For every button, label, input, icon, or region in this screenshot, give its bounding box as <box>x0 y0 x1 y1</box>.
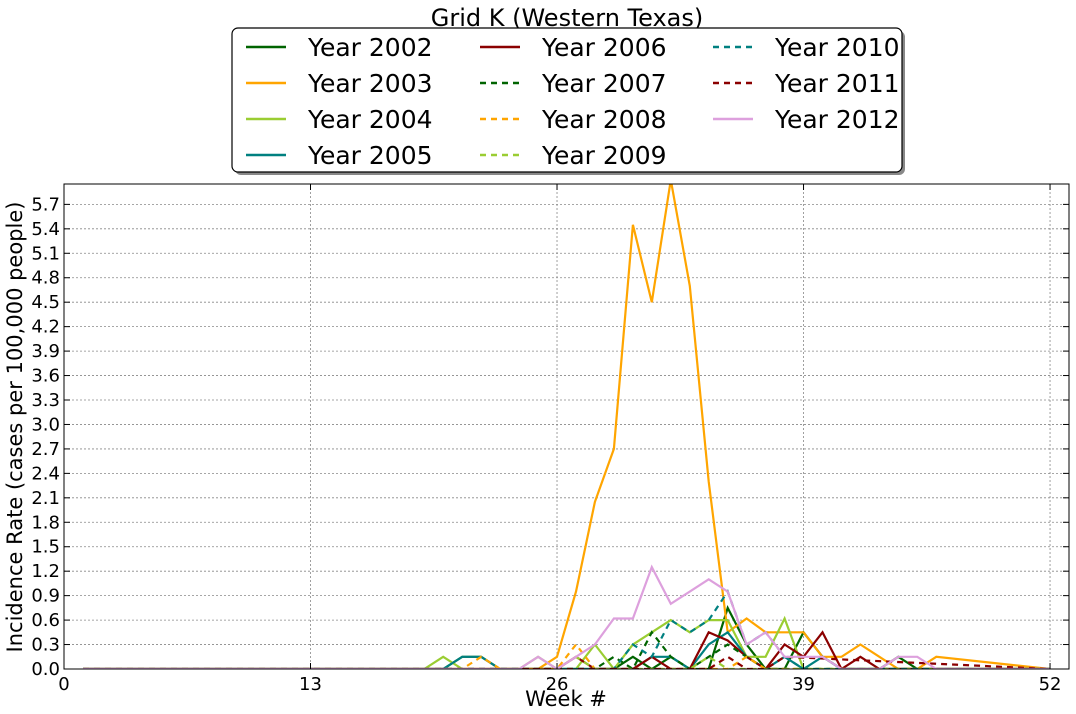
y-tick-label: 2.4 <box>31 463 60 484</box>
y-tick-label: 0.6 <box>31 610 60 631</box>
y-tick-label: 3.3 <box>31 390 60 411</box>
y-tick-label: 5.7 <box>31 194 60 215</box>
y-tick-label: 5.4 <box>31 219 60 240</box>
x-axis-label: Week # <box>525 687 607 711</box>
y-tick-label: 0.0 <box>31 659 60 680</box>
y-axis-label: Incidence Rate (cases per 100,000 people… <box>3 202 27 653</box>
y-tick-label: 1.5 <box>31 537 60 558</box>
x-axis-ticks: 0 13 26 39 52 <box>58 184 1061 695</box>
y-tick-label: 2.1 <box>31 488 60 509</box>
grid <box>63 184 1069 670</box>
y-tick-label: 0.3 <box>31 635 60 656</box>
x-tick-label: 52 <box>1039 674 1062 695</box>
legend-label: Year 2007 <box>541 69 667 98</box>
plot-border <box>63 183 1070 670</box>
y-tick-label: 4.8 <box>31 268 60 289</box>
y-tick-label: 3.0 <box>31 414 60 435</box>
y-tick-label: 2.7 <box>31 439 60 460</box>
legend-label: Year 2003 <box>307 69 433 98</box>
legend-label: Year 2002 <box>307 33 433 62</box>
y-tick-label: 4.5 <box>31 292 60 313</box>
plot-area: 0 13 26 39 52 0.0 0.3 0.6 0.9 1.2 1.5 1.8 2.1 2.4 2.7… <box>31 183 1070 695</box>
legend-box <box>231 27 903 173</box>
y-tick-label: 3.9 <box>31 341 60 362</box>
x-tick-label: 13 <box>299 674 322 695</box>
x-tick-label: 26 <box>546 674 569 695</box>
series-line-year-2012 <box>83 564 1050 669</box>
legend-label: Year 2008 <box>541 105 667 134</box>
x-tick-label: 0 <box>58 674 69 695</box>
legend-label: Year 2006 <box>541 33 667 62</box>
series-line-year-2005 <box>83 630 1050 669</box>
legend-label: Year 2004 <box>307 105 433 134</box>
legend-label: Year 2010 <box>774 33 900 62</box>
y-tick-label: 5.1 <box>31 243 60 264</box>
legend-label: Year 2005 <box>307 141 433 170</box>
legend-label: Year 2012 <box>774 105 900 134</box>
y-tick-label: 3.6 <box>31 366 60 387</box>
y-tick-label: 1.2 <box>31 561 60 582</box>
y-tick-label: 0.9 <box>31 586 60 607</box>
plot-frame <box>64 184 1069 669</box>
y-axis-ticks: 0.0 0.3 0.6 0.9 1.2 1.5 1.8 2.1 2.4 2.7 3.0 3.3 3.6 3… <box>31 194 1069 680</box>
legend-label: Year 2011 <box>774 69 900 98</box>
y-tick-label: 4.2 <box>31 317 60 338</box>
series-line-year-2003 <box>83 184 1051 669</box>
series-lines <box>83 184 1051 669</box>
chart-title: Grid K (Western Texas) <box>431 4 703 32</box>
series-line-year-2007 <box>83 630 1050 669</box>
y-tick-label: 1.8 <box>31 512 60 533</box>
legend-label: Year 2009 <box>541 141 667 170</box>
x-tick-label: 39 <box>792 674 815 695</box>
series-line-year-2008 <box>83 642 1050 669</box>
legend: Year 2002 Year 2003 Year 2004 Year 2005 Year… <box>231 27 905 175</box>
